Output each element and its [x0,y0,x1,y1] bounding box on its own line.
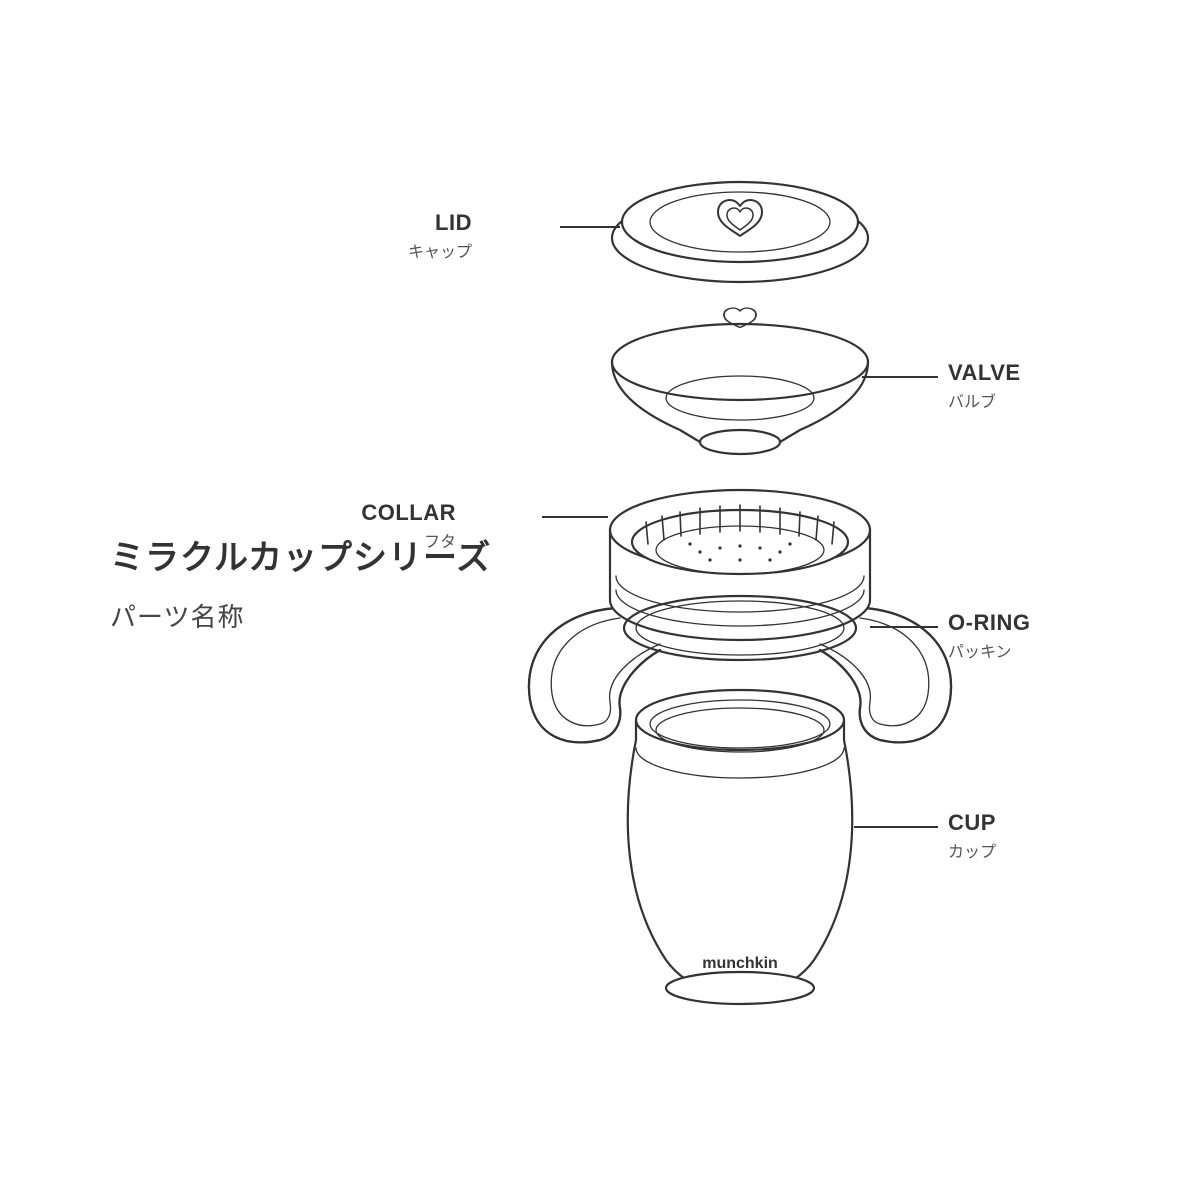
leader-valve [862,376,938,378]
label-oring-jp: パッキン [948,638,1030,662]
label-cup: CUP カップ [948,810,996,862]
label-lid: LID キャップ [408,210,472,262]
label-valve: VALVE バルブ [948,360,1021,412]
part-cup: munchkin [628,690,852,1004]
label-valve-jp: バルブ [948,388,1021,412]
leader-oring [870,626,938,628]
diagram-stage: ミラクルカップシリーズ パーツ名称 [0,0,1200,1200]
leader-collar [542,516,608,518]
exploded-drawing: munchkin [0,0,1200,1200]
part-valve [612,308,868,454]
part-lid [612,182,868,282]
label-lid-jp: キャップ [408,238,472,262]
label-cup-jp: カップ [948,838,996,862]
label-collar-en: COLLAR [361,500,456,526]
leader-lid [560,226,620,228]
brand-logo-text: munchkin [702,955,778,972]
label-collar: COLLAR フタ [361,500,456,552]
label-oring-en: O-RING [948,610,1030,636]
label-collar-jp: フタ [361,528,456,552]
label-lid-en: LID [408,210,472,236]
label-valve-en: VALVE [948,360,1021,386]
label-cup-en: CUP [948,810,996,836]
label-oring: O-RING パッキン [948,610,1030,662]
leader-cup [854,826,938,828]
